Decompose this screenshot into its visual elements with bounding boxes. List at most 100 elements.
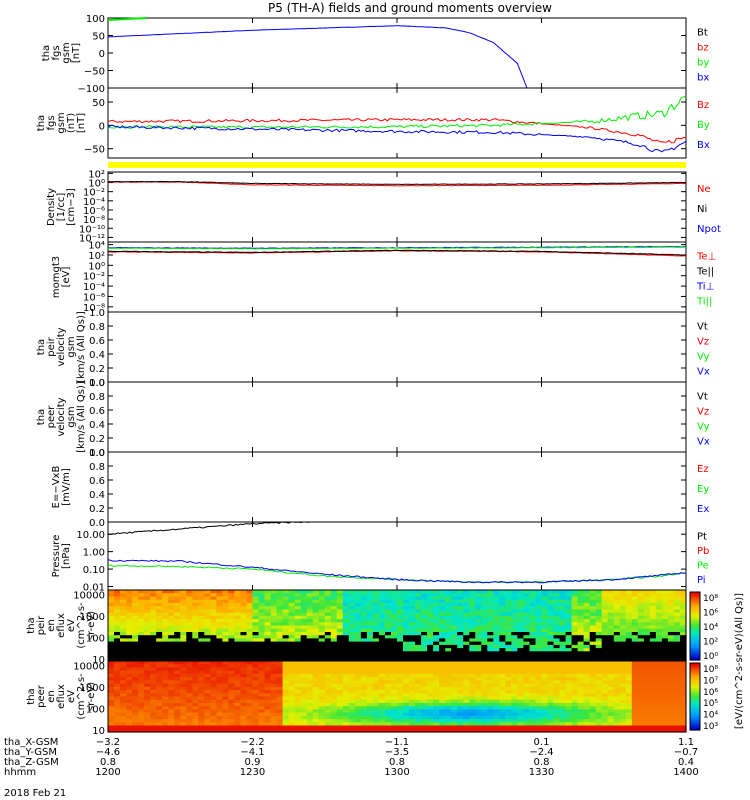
heat-cell [499, 612, 506, 617]
heat-cell [258, 683, 266, 688]
heat-cell [433, 683, 440, 688]
heat-cell [258, 622, 266, 627]
heat-cell [433, 593, 440, 597]
heat-cell [270, 686, 278, 691]
heat-cell [529, 648, 537, 652]
heat-cell [330, 635, 338, 639]
heat-cell [607, 654, 615, 659]
heat-cell [186, 683, 193, 688]
heat-cell [493, 667, 500, 672]
heat-cell [246, 599, 254, 604]
heat-cell [258, 706, 266, 710]
heat-cell [463, 619, 470, 623]
heat-cell [409, 599, 416, 604]
heat-cell [631, 638, 639, 643]
heat-cell [577, 638, 585, 643]
heat-cell [264, 651, 272, 656]
heat-cell [421, 706, 428, 710]
heat-cell [481, 719, 488, 723]
heat-cell [421, 609, 428, 614]
heat-cell [661, 632, 669, 636]
heat-cell [595, 593, 603, 597]
heat-cell [198, 706, 205, 710]
heat-cell [270, 635, 278, 639]
heat-cell [583, 625, 591, 630]
heat-cell [415, 709, 422, 714]
heat-cell [342, 680, 350, 685]
heat-cell [403, 612, 410, 617]
heat-cell [180, 661, 187, 665]
heat-cell [108, 635, 115, 639]
heat-cell [186, 602, 193, 607]
ephemeris-value: −2.2 [240, 737, 264, 748]
heat-cell [619, 602, 627, 607]
heat-cell [547, 664, 555, 668]
heat-cell [661, 641, 669, 646]
heat-cell [553, 606, 561, 610]
heat-cell [583, 651, 591, 656]
heat-cell [439, 654, 446, 659]
heat-cell [457, 609, 464, 614]
heat-cell [674, 622, 681, 627]
heat-cell [415, 670, 422, 675]
heat-cell [403, 590, 410, 594]
heat-cell [126, 615, 133, 620]
colorbar-cell [690, 721, 700, 724]
heat-cell [505, 641, 512, 646]
heat-cell [589, 670, 597, 675]
heat-cell [264, 680, 272, 685]
heat-cell [372, 619, 380, 623]
heat-cell [204, 683, 211, 688]
heat-cell [680, 680, 687, 685]
heat-cell [378, 628, 386, 633]
heat-cell [571, 606, 579, 610]
heat-cell [427, 628, 434, 633]
heat-cell [294, 651, 302, 656]
heat-cell [469, 670, 476, 675]
heat-cell [300, 712, 308, 717]
heat-cell [330, 712, 338, 717]
heat-cell [667, 661, 675, 665]
heat-cell [258, 664, 266, 668]
heat-cell [234, 725, 241, 730]
heat-cell [529, 693, 537, 698]
heat-cell [541, 612, 549, 617]
heat-cell [571, 612, 579, 617]
heat-cell [342, 690, 350, 694]
heat-cell [655, 690, 663, 694]
heat-cell [409, 644, 416, 649]
heat-cell [619, 632, 627, 636]
heat-cell [378, 673, 386, 678]
heat-cell [306, 673, 314, 678]
heat-cell [234, 696, 241, 701]
heat-cell [601, 677, 609, 681]
heat-cell [312, 609, 320, 614]
heat-cell [294, 715, 302, 720]
heat-cell [649, 719, 657, 723]
colorbar-cell [690, 609, 700, 612]
heat-cell [631, 622, 639, 627]
heat-cell [517, 719, 524, 723]
heat-cell [114, 628, 121, 633]
heat-cell [324, 728, 332, 733]
heat-cell [210, 641, 217, 646]
heat-cell [427, 590, 434, 594]
heat-cell [300, 719, 308, 723]
heat-cell [300, 699, 308, 704]
heat-cell [114, 638, 121, 643]
heat-cell [619, 590, 627, 594]
heat-cell [469, 664, 476, 668]
heat-cell [198, 728, 205, 733]
heat-cell [318, 677, 326, 681]
heat-cell [625, 648, 633, 652]
heat-cell [306, 615, 314, 620]
heat-cell [378, 596, 386, 601]
heat-cell [529, 709, 537, 714]
heat-cell [541, 693, 549, 698]
heat-cell [288, 635, 296, 639]
heat-cell [210, 590, 217, 594]
heat-cell [469, 673, 476, 678]
heat-cell [667, 712, 675, 717]
heat-cell [360, 609, 368, 614]
heat-cell [276, 670, 284, 675]
